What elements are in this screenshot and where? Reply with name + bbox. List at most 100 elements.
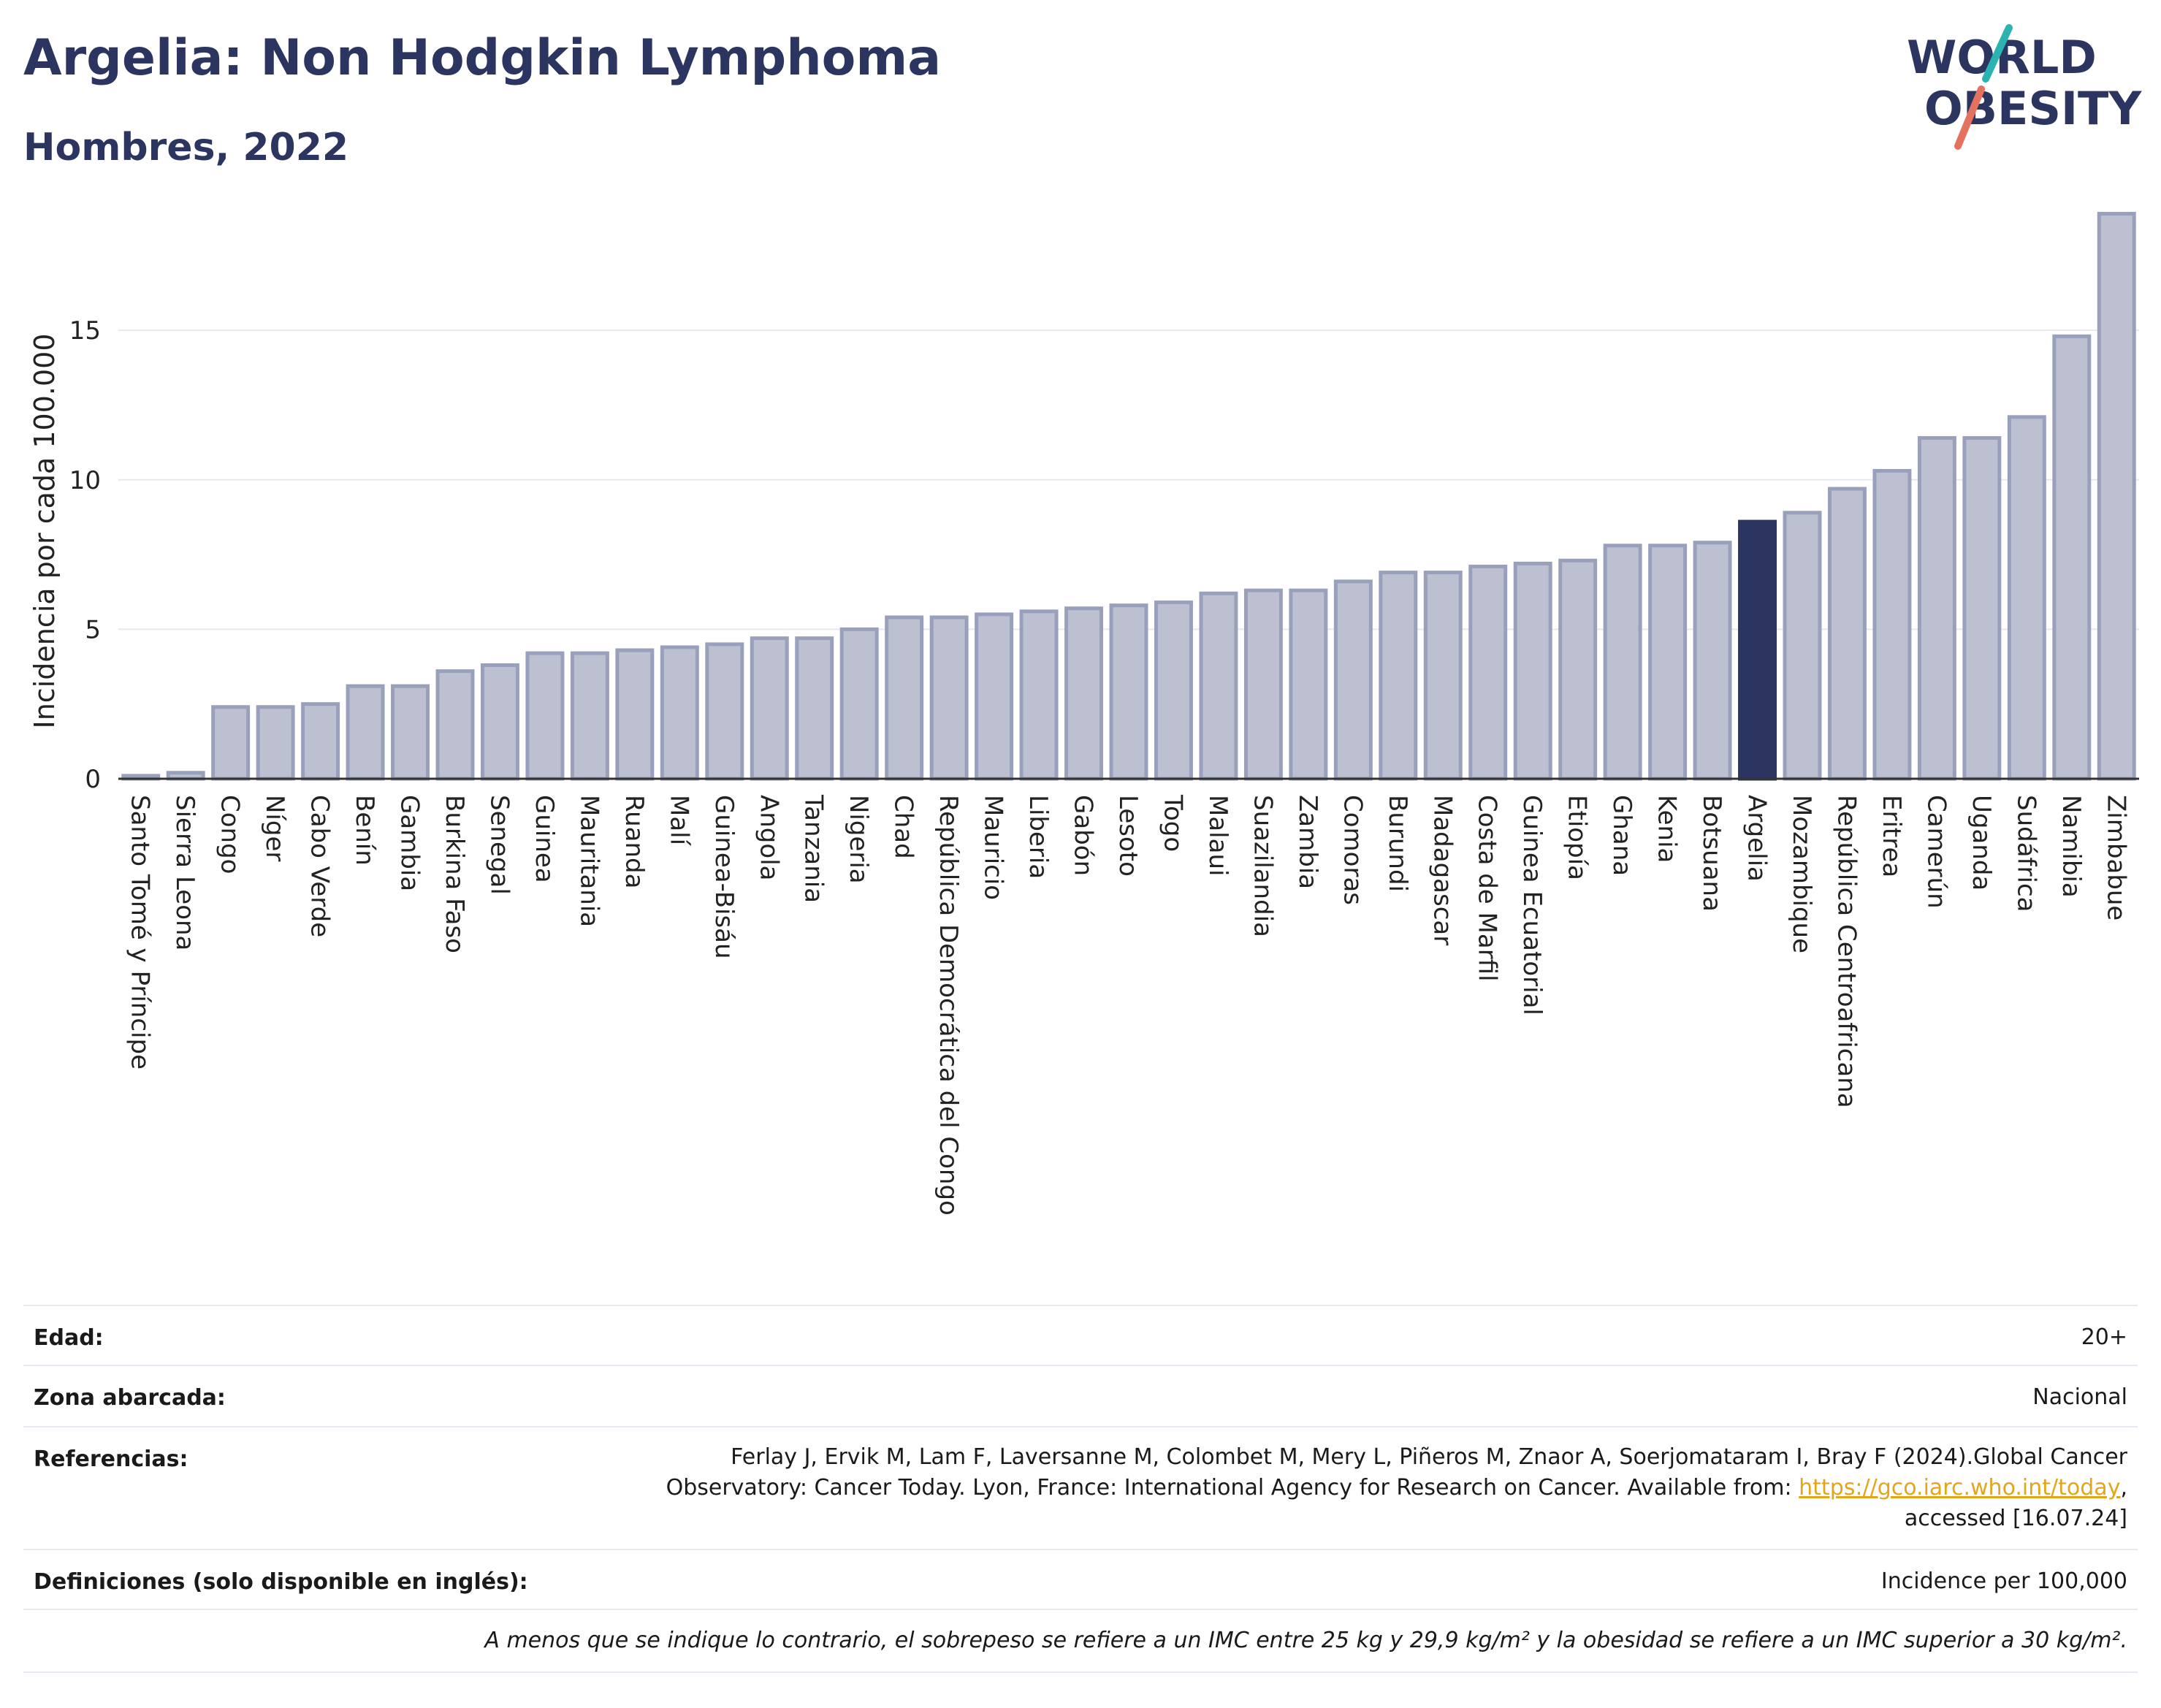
x-tick-label: Ghana — [1607, 795, 1636, 876]
y-tick-label: 0 — [85, 765, 101, 794]
bar — [1289, 588, 1328, 781]
x-tick-label: Guinea — [530, 795, 559, 883]
bar-chart: 0 5 10 15 Incidencia por cada 100.000 Santo T… — [28, 212, 2139, 1216]
x-tick-label: Eritrea — [1877, 795, 1906, 877]
x-tick-label: República Democrática del Congo — [934, 795, 963, 1216]
x-tick-label: Liberia — [1024, 795, 1053, 879]
x-tick-label: Argelia — [1742, 795, 1772, 882]
bar — [1603, 544, 1642, 781]
x-tick-label: Uganda — [1967, 795, 1996, 891]
x-tick-label: Tanzania — [799, 794, 828, 903]
meta-row-note: A menos que se indique lo contrario, el … — [23, 1609, 2138, 1673]
x-tick-label: Zambia — [1293, 795, 1322, 889]
x-tick-label: República Centroafricana — [1832, 795, 1861, 1108]
x-tick-label: Ruanda — [620, 795, 649, 888]
x-tick-label: Suazilandia — [1248, 795, 1277, 937]
bar — [1738, 519, 1777, 781]
meta-row-definitions: Definiciones (solo disponible en inglés)… — [23, 1549, 2138, 1610]
bar — [1423, 571, 1463, 781]
x-tick-label: Malí — [664, 795, 693, 847]
references-line-2-prefix: Observatory: Cancer Today. Lyon, France:… — [666, 1475, 1799, 1501]
x-tick-label: Malaui — [1203, 795, 1232, 876]
x-tick-label: Mozambique — [1787, 795, 1816, 953]
bar — [1333, 579, 1373, 781]
bar — [2007, 415, 2046, 781]
definitions-value: Incidence per 100,000 — [1880, 1568, 2127, 1594]
bar — [435, 669, 475, 781]
x-tick-label: Congo — [216, 795, 245, 874]
zone-label: Zona abarcada: — [34, 1385, 226, 1411]
x-tick-label: Angola — [754, 795, 783, 880]
bar — [1783, 511, 1822, 781]
x-tick-label: Lesoto — [1113, 795, 1143, 877]
zone-value: Nacional — [2032, 1384, 2127, 1410]
bar — [1199, 591, 1238, 781]
x-tick-label: Gambia — [395, 795, 424, 891]
references-line-3: accessed [16.07.24] — [1904, 1506, 2127, 1531]
references-label: Referencias: — [34, 1446, 188, 1472]
meta-row-references: Referencias: Ferlay J, Ervik M, Lam F, L… — [23, 1426, 2138, 1550]
bar — [1379, 571, 1418, 781]
bar — [301, 702, 340, 781]
x-tick-label: Mauricio — [979, 795, 1008, 900]
x-tick-label: Níger — [260, 795, 289, 861]
references-link[interactable]: https://gco.iarc.who.int/today — [1799, 1475, 2121, 1501]
bar — [1064, 606, 1104, 781]
age-value: 20+ — [2081, 1324, 2127, 1350]
bar — [1962, 435, 2002, 781]
x-tick-label: Burundi — [1383, 795, 1412, 892]
bar — [1468, 564, 1508, 781]
x-tick-label: Etiopía — [1563, 795, 1592, 880]
x-tick-label: Namibia — [2057, 795, 2086, 898]
bar — [839, 627, 879, 781]
references-line-2: Observatory: Cancer Today. Lyon, France:… — [666, 1473, 2127, 1503]
world-obesity-logo: WORLD OBESITY — [1907, 24, 2142, 150]
bar — [1917, 435, 1956, 781]
bar — [525, 651, 565, 781]
references-value: Ferlay J, Ervik M, Lam F, Laversanne M, … — [666, 1442, 2127, 1534]
bar — [1693, 541, 1732, 781]
x-tick-label: Kenia — [1653, 795, 1682, 863]
bar — [929, 615, 969, 781]
bar — [211, 705, 251, 781]
bar — [750, 636, 789, 781]
x-tick-label: Cabo Verde — [305, 795, 335, 937]
meta-row-zone: Zona abarcada: Nacional — [23, 1365, 2138, 1427]
x-tick-label: Mauritania — [574, 795, 603, 927]
bar — [705, 642, 744, 781]
bar — [1109, 603, 1148, 781]
x-tick-label: Chad — [889, 795, 918, 859]
x-tick-label: Madagascar — [1428, 795, 1457, 945]
bar — [256, 705, 295, 781]
chart-subtitle: Hombres, 2022 — [23, 126, 349, 169]
references-line-1: Ferlay J, Ervik M, Lam F, Laversanne M, … — [731, 1444, 2127, 1470]
x-tick-label: Benín — [350, 795, 379, 866]
y-tick-label: 10 — [69, 466, 101, 495]
metadata-table: Edad: 20+ Zona abarcada: Nacional Refere… — [23, 1305, 2138, 1673]
chart-title: Argelia: Non Hodgkin Lymphoma — [23, 29, 942, 87]
y-tick-label: 5 — [85, 615, 101, 644]
x-tick-label: Togo — [1158, 794, 1187, 852]
x-tick-label: Zimbabue — [2101, 795, 2130, 920]
references-line-2-suffix: , — [2120, 1475, 2127, 1501]
x-tick-label: Guinea Ecuatorial — [1517, 795, 1547, 1015]
x-tick-label: Sierra Leona — [170, 795, 199, 950]
bar — [885, 615, 924, 781]
x-tick-label: Sudáfrica — [2011, 795, 2040, 912]
bar — [2097, 212, 2136, 781]
bar — [2052, 334, 2092, 781]
bar — [975, 612, 1014, 781]
bar — [1648, 544, 1688, 781]
bar — [480, 663, 519, 781]
x-tick-label: Guinea-Bisáu — [709, 795, 739, 959]
logo-slash-coral — [1954, 85, 1985, 150]
x-tick-label: Nigeria — [844, 795, 873, 884]
x-tick-label: Camerún — [1921, 795, 1951, 909]
definitions-label: Definiciones (solo disponible en inglés)… — [34, 1569, 528, 1595]
bar — [346, 684, 385, 781]
bar — [1513, 561, 1552, 781]
bar — [795, 636, 834, 781]
bar — [570, 651, 609, 781]
bar — [1019, 609, 1059, 781]
age-label: Edad: — [34, 1325, 104, 1351]
